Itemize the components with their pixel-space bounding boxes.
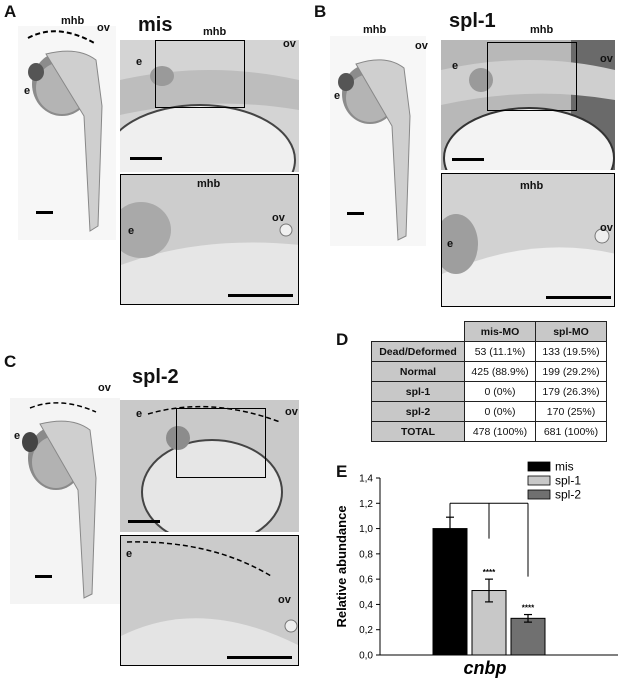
panel-c-whole-ov-label: ov [98, 382, 111, 394]
bar-spl-2 [510, 617, 546, 656]
panel-a-whole-e-label: e [24, 85, 31, 97]
panel-e-letter: E [336, 462, 348, 481]
panel-a-medium-image [120, 40, 299, 172]
x-axis-label: cnbp [464, 658, 507, 678]
bar-mis [432, 528, 468, 656]
panel-a-medium-ov-label: ov [283, 38, 296, 50]
panel-b-letter: B [314, 2, 327, 21]
panel-b-zoom-ov-label: ov [600, 222, 613, 234]
table-cell: 0 (0%) [464, 381, 536, 402]
panel-c-letter: C [4, 352, 17, 371]
panel-a-letter: A [4, 2, 17, 21]
panel-a-whole-mhb-label: mhb [61, 15, 85, 27]
panel-a-zoom-image [120, 174, 299, 305]
panel-a-zoom-e-label: e [128, 225, 135, 237]
table-row-label: Dead/Deformed [371, 341, 465, 362]
legend-swatch-mis [527, 461, 551, 472]
table-header-cell: mis-MO [464, 321, 536, 342]
panel-c-zoom-image [120, 535, 299, 666]
y-tick-label: 0,8 [359, 549, 373, 560]
table-cell: 170 (25%) [535, 401, 607, 422]
table-header-row: mis-MO spl-MO [372, 321, 607, 342]
panel-b-medium-image [441, 40, 615, 170]
table-row-label: spl-1 [371, 381, 465, 402]
panel-b-zoom-e-label: e [447, 238, 454, 250]
panel-a-whole-scalebar [36, 211, 53, 214]
panel-b-title: spl-1 [449, 10, 496, 32]
table-cell: 179 (26.3%) [535, 381, 607, 402]
significance-spl-1: **** [483, 568, 496, 577]
panel-b-zoom-scalebar [546, 296, 611, 299]
table-header-cell: spl-MO [535, 321, 607, 342]
y-tick-label: 1,4 [359, 474, 373, 485]
y-tick-label: 1,0 [359, 524, 373, 535]
panel-c-whole-scalebar [35, 575, 52, 578]
legend-swatch-spl-2 [527, 489, 551, 500]
panel-b-whole-embryo [330, 36, 426, 246]
panel-c-zoom-ov-label: ov [278, 594, 291, 606]
y-axis-label: Relative abundance [334, 505, 349, 627]
table-row: spl-2 0 (0%) 170 (25%) [371, 401, 607, 422]
table-row: TOTAL 478 (100%) 681 (100%) [371, 421, 607, 442]
panel-b-medium-e-label: e [452, 60, 459, 72]
panel-a-medium-scalebar [130, 157, 162, 160]
y-tick-label: 0,0 [359, 651, 373, 662]
panel-c-zoom-box [176, 408, 266, 478]
y-tick-label: 1,2 [359, 499, 373, 510]
panel-c-whole-e-label: e [14, 430, 21, 442]
panel-b-zoom-box [487, 42, 577, 111]
bar-chart: 0,0 0,2 0,4 0,6 0,8 1,0 1,2 1,4 Relative abundan… [334, 460, 618, 678]
table-row: Normal 425 (88.9%) 199 (29.2%) [371, 361, 607, 382]
results-table: mis-MO spl-MO Dead/Deformed 53 (11.1%) 1… [371, 321, 607, 442]
panel-a-zoom-mhb-label: mhb [197, 178, 221, 190]
legend-label-spl-2: spl-2 [555, 488, 581, 502]
panel-b-whole-e-label: e [334, 90, 341, 102]
legend-swatch-spl-1 [527, 475, 551, 486]
table-cell: 478 (100%) [464, 421, 536, 442]
panel-c-medium-image [120, 400, 299, 532]
table-header-cell [372, 322, 465, 342]
table-row: Dead/Deformed 53 (11.1%) 133 (19.5%) [371, 341, 607, 362]
table-row-label: spl-2 [371, 401, 465, 422]
y-tick-label: 0,4 [359, 600, 373, 611]
panel-c-zoom-e-label: e [126, 548, 133, 560]
panel-a-zoom-ov-label: ov [272, 212, 285, 224]
legend-label-spl-1: spl-1 [555, 474, 581, 488]
table-cell: 425 (88.9%) [464, 361, 536, 382]
table-cell: 133 (19.5%) [535, 341, 607, 362]
panel-b-whole-ov-label: ov [415, 40, 428, 52]
panel-c-whole-embryo [10, 398, 120, 604]
panel-a-zoom-scalebar [228, 294, 293, 297]
panel-a-whole-ov-label: ov [97, 22, 110, 34]
table-row-label: TOTAL [371, 421, 465, 442]
panel-c-medium-scalebar [128, 520, 160, 523]
panel-d-letter: D [336, 330, 349, 349]
panel-b-whole-mhb-label: mhb [363, 24, 387, 36]
panel-a-medium-mhb-label: mhb [203, 26, 227, 38]
panel-a-whole-embryo [18, 26, 116, 240]
table-cell: 681 (100%) [535, 421, 607, 442]
panel-c-medium-ov-label: ov [285, 406, 298, 418]
significance-spl-2: **** [522, 604, 535, 613]
table-cell: 53 (11.1%) [464, 341, 536, 362]
panel-c-title: spl-2 [132, 366, 179, 388]
panel-b-zoom-image [441, 173, 615, 307]
panel-b-whole-scalebar [347, 212, 364, 215]
panel-a-title: mis [138, 14, 173, 36]
panel-b-zoom-mhb-label: mhb [520, 180, 544, 192]
table-row-label: Normal [371, 361, 465, 382]
legend-label-mis: mis [555, 460, 574, 474]
panel-b-medium-mhb-label: mhb [530, 24, 554, 36]
panel-b-medium-scalebar [452, 158, 484, 161]
panel-c-zoom-scalebar [227, 656, 292, 659]
table-cell: 0 (0%) [464, 401, 536, 422]
y-tick-label: 0,2 [359, 625, 373, 636]
panel-c-medium-e-label: e [136, 408, 143, 420]
panel-b-medium-ov-label: ov [600, 53, 613, 65]
y-tick-label: 0,6 [359, 575, 373, 586]
panel-a-medium-e-label: e [136, 56, 143, 68]
table-cell: 199 (29.2%) [535, 361, 607, 382]
panel-a-zoom-box [155, 40, 245, 108]
table-row: spl-1 0 (0%) 179 (26.3%) [371, 381, 607, 402]
